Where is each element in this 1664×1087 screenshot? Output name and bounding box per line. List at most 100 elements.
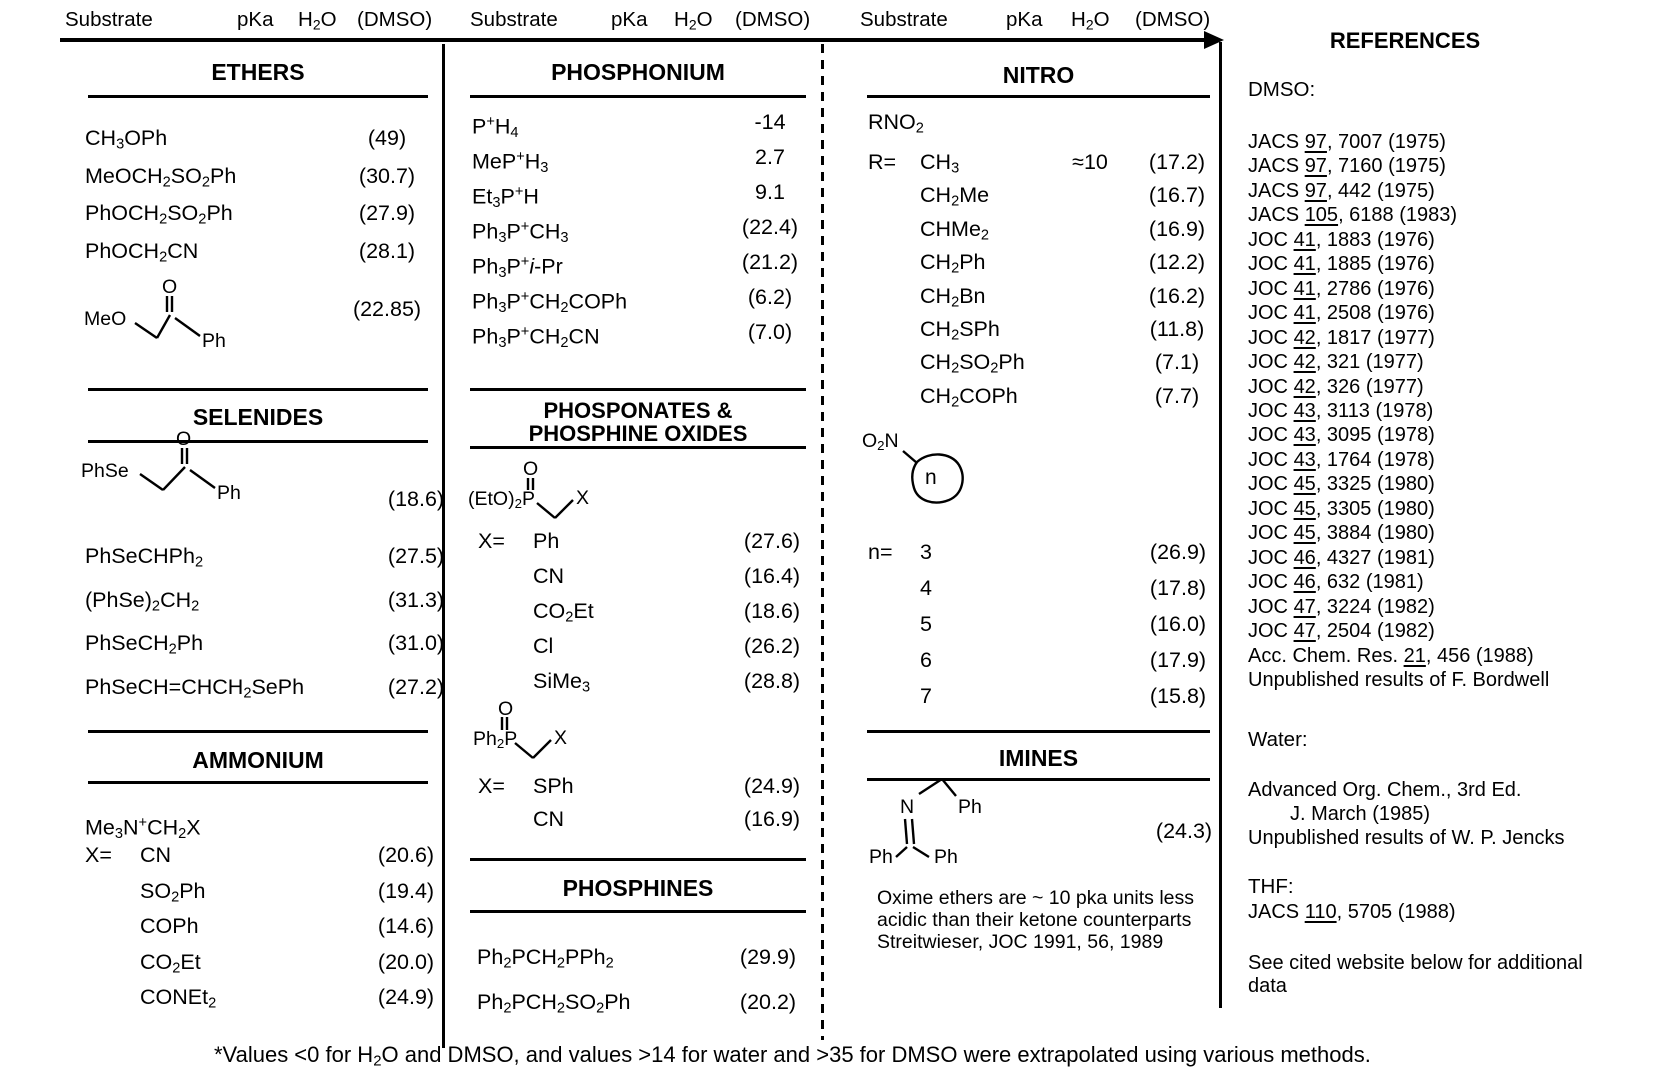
pka-dmso-value: (16.7) (1148, 183, 1206, 208)
pka-dmso-value: (16.9) (743, 807, 801, 831)
phosphoryl-o-label: O (523, 458, 539, 480)
substrate-row: Ph2PCH2SO2Ph (20.2) (477, 980, 813, 1025)
substrate-formula: 4 (920, 576, 932, 600)
reference-line: JOC 45, 3305 (1980) (1248, 497, 1435, 520)
nitro-ring-rows: n= 3 (26.9) 4 (17.8) 5 (16.0) 6 (17.9) 7 (15.8) (868, 534, 1208, 714)
reference-line: J. March (1985) (1290, 803, 1431, 825)
h2o-header: H2O (1071, 8, 1110, 33)
ph-label: Ph (869, 846, 893, 868)
dmso-reference-list: JACS 97, 7007 (1975) JACS 97, 7160 (1975)… (1248, 130, 1549, 692)
series-prefix-label: X= (85, 843, 112, 867)
pka-dmso-value: (12.2) (1148, 250, 1206, 275)
substrate-row: Ph3P+CH2COPh (6.2) (472, 280, 808, 316)
series-prefix-label: n= (868, 540, 893, 564)
pka-dmso-value: (7.1) (1154, 350, 1200, 375)
pka-dmso-value: (49) (367, 126, 407, 150)
substrate-header: Substrate (860, 8, 948, 31)
column-divider-dashed (821, 44, 824, 1040)
oxime-note-line: Streitwieser, JOC 1991, 56, 1989 (877, 931, 1164, 953)
pka-dmso-value: (11.8) (1149, 316, 1205, 341)
pka-dmso-value: (20.2) (739, 990, 797, 1014)
pka-dmso-value: (18.6) (387, 487, 445, 511)
reference-line: JACS 97, 7160 (1975) (1248, 155, 1446, 178)
x-substituent-label: X (576, 487, 590, 509)
nitrocycloalkane-skeleton (902, 450, 964, 504)
pka-dmso-value: (18.6) (743, 599, 801, 623)
eto2p-label: (EtO)2P (468, 488, 535, 512)
substrate-formula: CN (533, 564, 565, 588)
substrate-formula: 3 (920, 540, 932, 564)
imine-structure: N Ph Ph Ph (855, 765, 1035, 870)
substrate-row: CH2SO2Ph (7.1) (868, 346, 1208, 379)
pka-h2o-value: -14 (754, 110, 786, 134)
substrate-formula: CO2Et (140, 949, 201, 977)
pka-header: pKa (1006, 8, 1043, 31)
nitrocycloalkane-structure: O2N n (855, 425, 985, 530)
reference-line: JOC 42, 1817 (1977) (1248, 326, 1435, 349)
imine-n-label: N (900, 796, 915, 818)
substrate-formula: CN (140, 843, 172, 867)
substrate-row: X= CN (20.6) (85, 838, 434, 874)
section-rule (470, 388, 806, 391)
pka-dmso-value: (27.5) (387, 544, 445, 568)
substrate-formula: Ph3P+CH3 (472, 219, 569, 246)
section-rule (88, 440, 428, 443)
substrate-row: (PhSe)2CH2 (31.3) (85, 579, 444, 623)
meo-label: MeO (84, 308, 127, 330)
pka-dmso-value: (7.0) (747, 320, 793, 344)
substrate-row: CN (16.9) (478, 803, 806, 836)
oxime-note: Oxime ethers are ~ 10 pka units less acid… (877, 887, 1194, 953)
substrate-formula: CH2Ph (920, 250, 986, 277)
pka-dmso-value: (28.8) (743, 669, 801, 693)
reference-line: Advanced Org. Chem., 3rd Ed. (1248, 779, 1522, 801)
substrate-formula: CHMe2 (920, 216, 990, 244)
substrate-row: X= Ph (27.6) (478, 524, 806, 559)
substrate-row: CHMe2 (16.9) (868, 213, 1208, 246)
table-top-border (60, 38, 1212, 42)
substrate-row: Cl (26.2) (478, 629, 806, 664)
section-title-ethers: ETHERS (211, 59, 305, 85)
substrate-formula: CH2SPh (920, 316, 1000, 344)
pka-header: pKa (237, 8, 274, 31)
substrate-formula: (PhSe)2CH2 (85, 587, 200, 615)
substrate-formula: PhOCH2CN (85, 238, 199, 266)
reference-line: JOC 47, 2504 (1982) (1248, 620, 1435, 643)
substrate-row: n= 3 (26.9) (868, 534, 1208, 570)
phosphonate-structure: (EtO)2P O X (462, 458, 602, 523)
phosphine-oxide-rows: X= SPh (24.9) CN (16.9) (478, 770, 806, 836)
ethers-structure-skeleton (134, 296, 201, 339)
reference-line: JOC 42, 321 (1977) (1248, 351, 1424, 374)
reference-line: JOC 46, 4327 (1981) (1248, 546, 1435, 569)
carbonyl-o-label: O (162, 276, 178, 298)
pka-dmso-value: (22.4) (741, 215, 799, 239)
substrate-row: Ph3P+i-Pr (21.2) (472, 245, 808, 281)
substrate-row: CH2SPh (11.8) (868, 313, 1208, 346)
reference-line: JACS 97, 442 (1975) (1248, 179, 1435, 202)
ring-size-n-label: n (925, 466, 937, 489)
section-rule (88, 781, 428, 784)
substrate-formula: Ph (533, 529, 560, 553)
section-rule (88, 388, 428, 391)
phosphonium-rows: P+H4 -14 MeP+H3 2.7 Et3P+H 9.1 Ph3P+CH3 (22.4) P… (472, 105, 808, 351)
pka-dmso-value: (16.9) (1148, 216, 1206, 241)
reference-line: JOC 43, 3095 (1978) (1248, 424, 1435, 447)
substrate-formula: 6 (920, 648, 932, 672)
substrate-row: Et3P+H 9.1 (472, 175, 808, 211)
imine-structure-skeleton (895, 777, 957, 859)
reference-line: JOC 41, 1885 (1976) (1248, 253, 1435, 276)
thf-solvent-label: THF: (1248, 875, 1294, 898)
pka-dmso-value: (27.6) (743, 529, 801, 553)
reference-line: Acc. Chem. Res. 21, 456 (1988) (1248, 644, 1534, 667)
substrate-row: CH2COPh (7.7) (868, 380, 1208, 413)
section-title-phosphonium: PHOSPHONIUM (551, 59, 725, 85)
section-rule (867, 778, 1210, 781)
reference-line: JACS 110, 5705 (1988) (1248, 901, 1456, 923)
substrate-row: SiMe3 (28.8) (478, 664, 806, 699)
phosphonates-title-line1: PHOSPONATES & (543, 398, 733, 423)
selenides-rows: PhSeCHPh2 (27.5) (PhSe)2CH2 (31.3) PhSeCH2Ph… (85, 535, 444, 709)
substrate-formula: CO2Et (533, 599, 594, 626)
ammonium-rows: X= CN (20.6) SO2Ph (19.4) COPh (14.6) CO2Et (20.… (85, 838, 434, 1016)
substrate-formula: PhSeCH=CHCH2SePh (85, 674, 305, 702)
oxime-note-line: acidic than their ketone counterparts (877, 909, 1192, 931)
